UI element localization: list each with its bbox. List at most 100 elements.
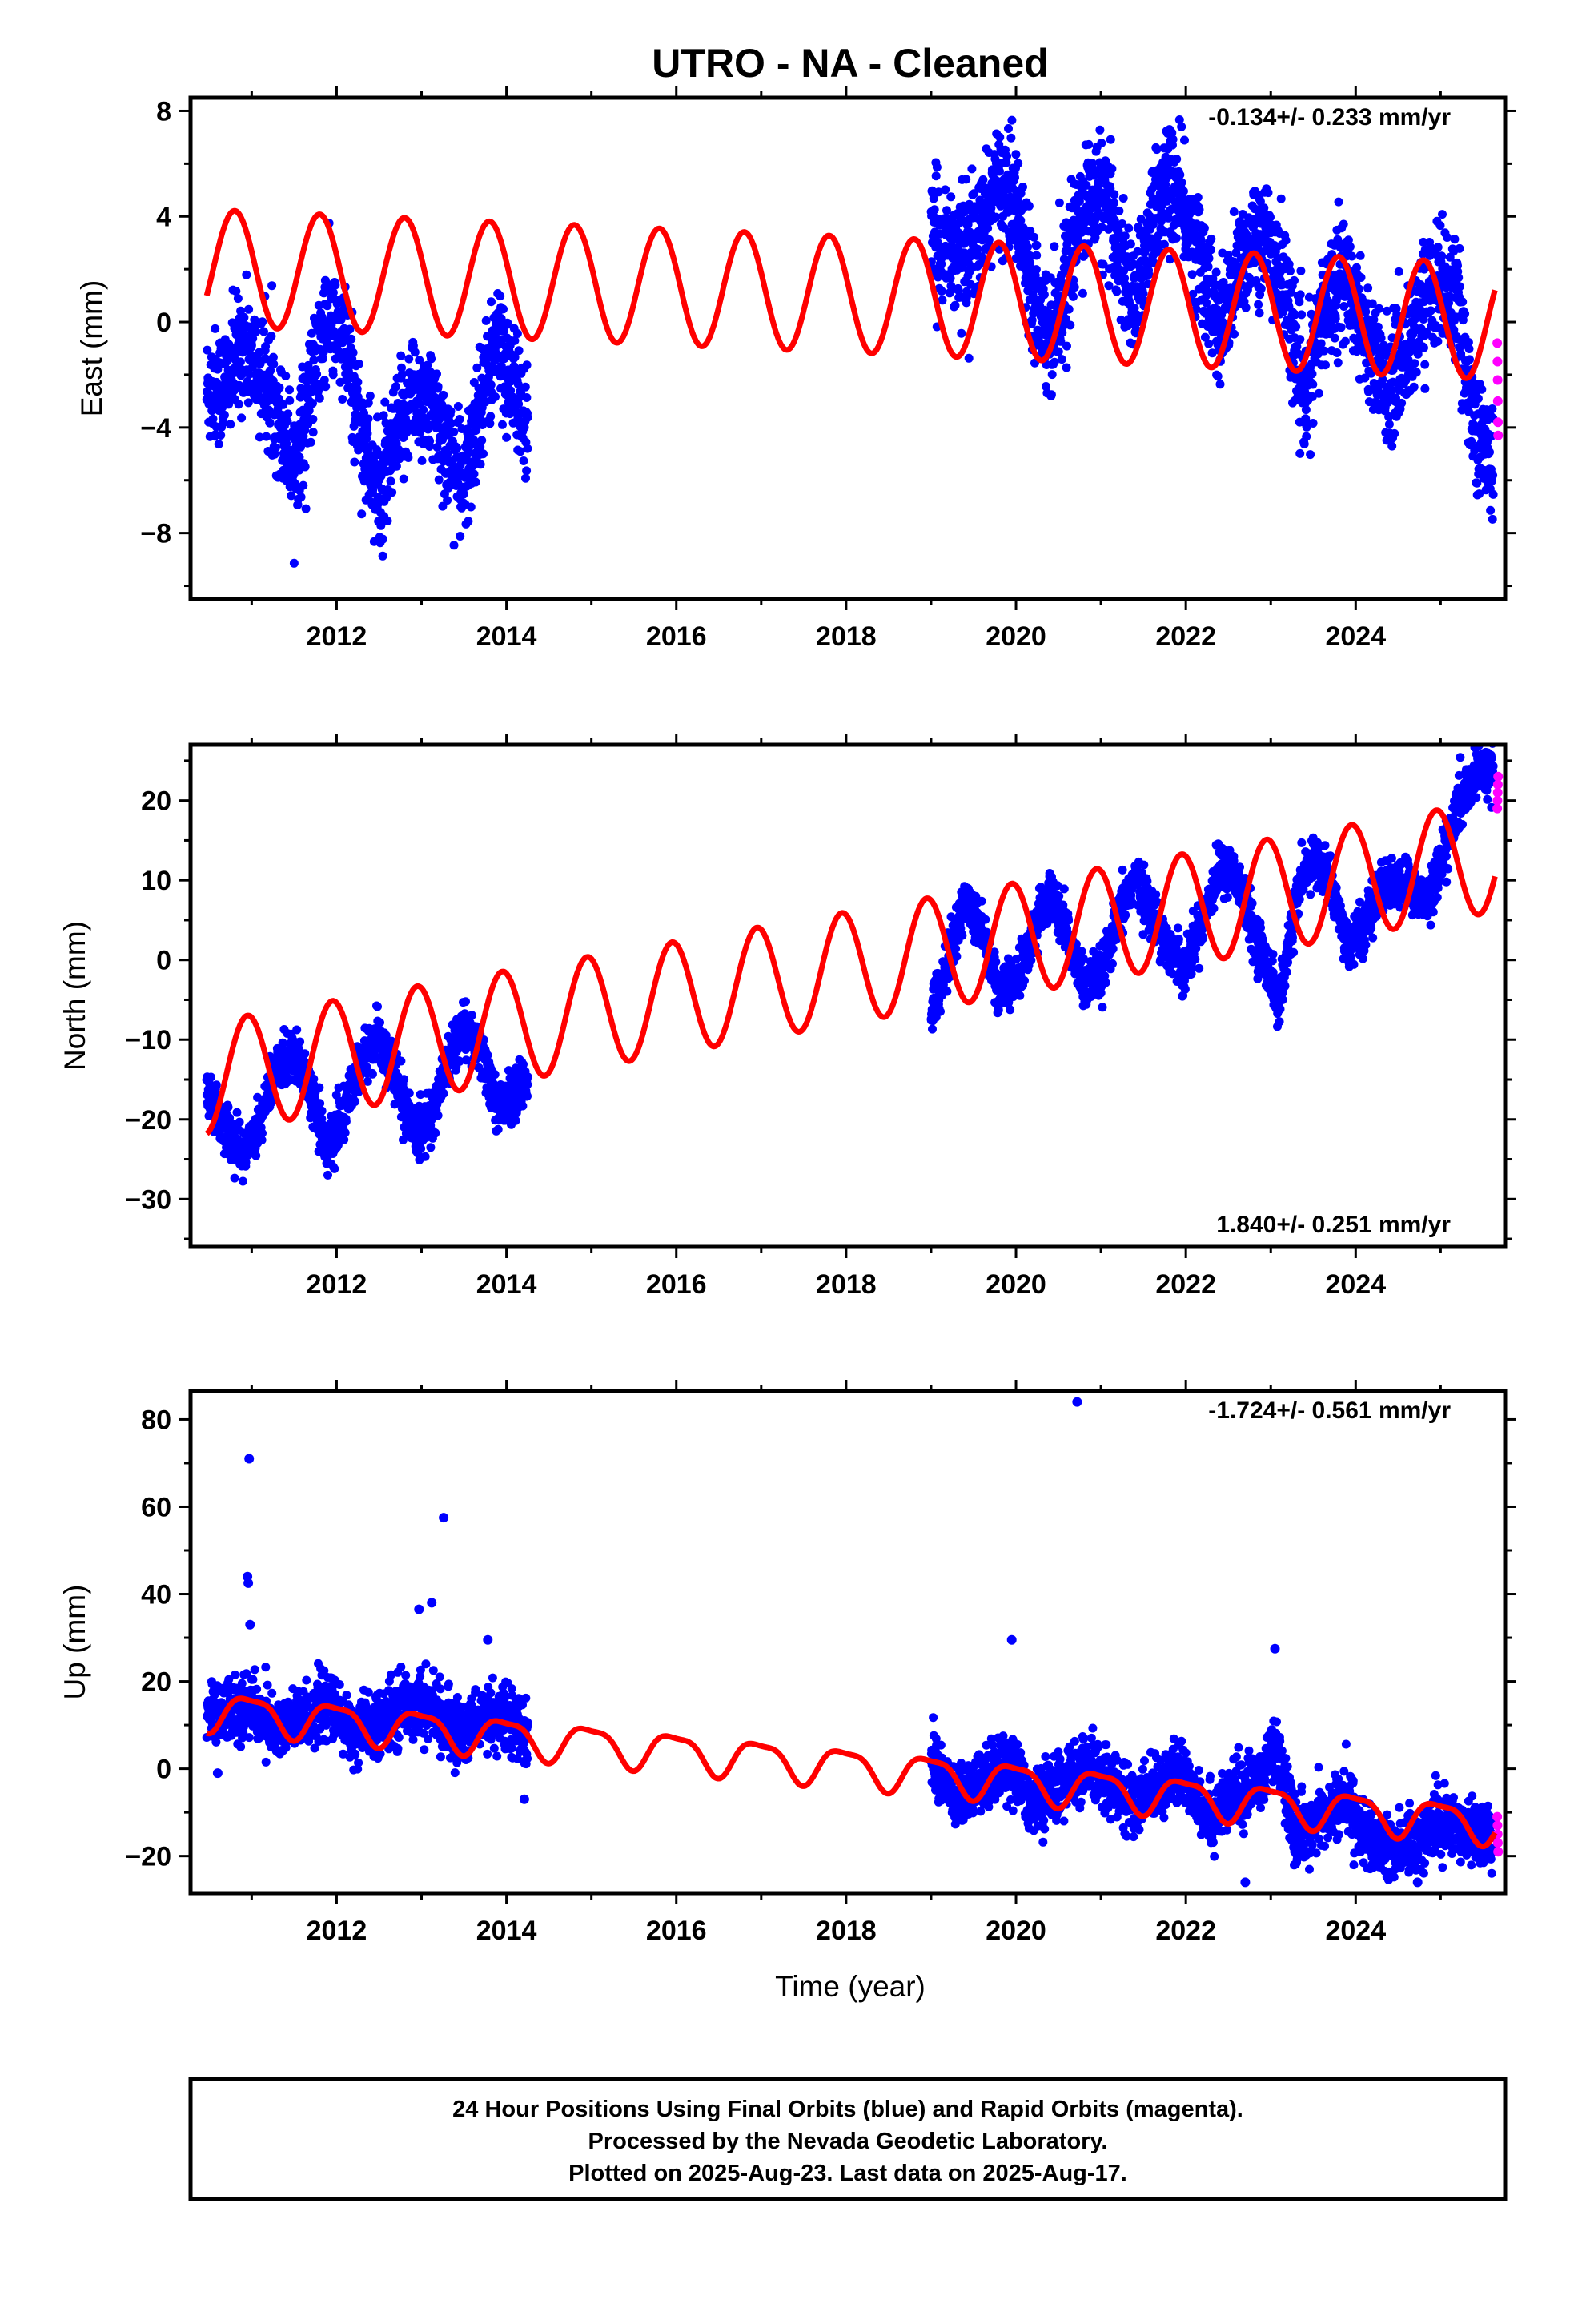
final-point [1187, 270, 1197, 279]
final-point [397, 370, 407, 379]
final-point [991, 212, 1001, 222]
final-point [995, 167, 1004, 176]
final-point [219, 410, 229, 420]
final-point [1119, 266, 1129, 275]
final-point [363, 428, 372, 438]
final-point [1330, 333, 1339, 343]
final-point [1011, 150, 1021, 159]
final-point [350, 457, 359, 467]
final-point [207, 1072, 215, 1082]
final-point [1172, 155, 1182, 164]
final-point [345, 324, 355, 334]
final-point [241, 1158, 251, 1167]
final-point [373, 1002, 382, 1011]
final-point [238, 1176, 247, 1186]
final-point [300, 1049, 310, 1059]
final-point [502, 432, 512, 442]
final-point [1097, 139, 1106, 148]
final-point [253, 1092, 263, 1102]
final-point [1306, 450, 1315, 460]
final-point [247, 340, 256, 350]
final-point [932, 163, 942, 172]
final-point [1422, 328, 1431, 337]
final-point [443, 448, 452, 458]
final-point [257, 1136, 267, 1144]
x-tick-label: 2012 [307, 621, 367, 652]
final-point [1255, 308, 1264, 318]
final-point [282, 439, 291, 448]
final-point [498, 420, 507, 429]
final-point [1030, 232, 1039, 242]
final-point [351, 1097, 360, 1106]
final-point [499, 327, 508, 336]
final-point [244, 304, 254, 314]
final-point [1295, 290, 1305, 300]
final-point [1409, 382, 1419, 392]
final-point [1437, 251, 1447, 261]
final-point [268, 352, 278, 362]
final-point [1387, 441, 1397, 451]
final-point [936, 1007, 945, 1016]
east-y-axis-label: East (mm) [75, 280, 108, 417]
rapid-point [1493, 417, 1503, 428]
final-point [1410, 359, 1419, 368]
final-point [1097, 223, 1106, 232]
final-point [1016, 215, 1026, 225]
final-point [1171, 233, 1181, 243]
final-point [1213, 372, 1223, 381]
final-point [258, 1128, 267, 1138]
final-point [318, 354, 327, 364]
final-point [420, 1152, 430, 1161]
final-point [379, 411, 388, 420]
final-point [514, 346, 524, 356]
final-point [208, 414, 218, 424]
final-point [243, 398, 253, 408]
final-point [269, 360, 279, 369]
final-point [1014, 159, 1023, 168]
final-point [1200, 332, 1210, 342]
final-point [1321, 360, 1330, 370]
rapid-point [1492, 338, 1503, 348]
final-point [1082, 180, 1091, 190]
final-point [352, 384, 362, 394]
final-point [242, 270, 251, 279]
final-point [1384, 420, 1394, 429]
final-point [308, 415, 318, 424]
final-point [1193, 193, 1203, 202]
final-point [1475, 489, 1484, 499]
final-point [1363, 283, 1373, 293]
final-point [499, 304, 508, 314]
final-point [1090, 233, 1100, 243]
final-point [1378, 375, 1387, 384]
final-point [1488, 489, 1498, 499]
final-point [1334, 197, 1343, 207]
final-point [233, 294, 243, 304]
final-point [262, 432, 271, 441]
final-point [477, 436, 487, 445]
final-point [1006, 133, 1016, 143]
final-point [469, 469, 479, 479]
final-point [363, 414, 373, 424]
final-point [1124, 223, 1134, 233]
final-point [1390, 428, 1399, 438]
rapid-point [1493, 430, 1504, 440]
y-tick-label: −4 [140, 413, 171, 444]
final-point [1332, 293, 1342, 303]
final-point [1064, 304, 1074, 314]
final-point [1411, 368, 1421, 377]
final-point [426, 1143, 436, 1152]
final-point [419, 405, 428, 415]
final-point [466, 502, 476, 512]
final-point [1074, 196, 1084, 206]
final-point [1002, 158, 1011, 167]
final-point [1047, 370, 1057, 380]
final-point [513, 380, 523, 389]
final-point [1331, 314, 1340, 324]
final-point [219, 418, 228, 428]
final-point [1263, 188, 1273, 198]
final-point [315, 1083, 324, 1092]
final-point [1133, 317, 1142, 327]
final-point [211, 324, 220, 333]
final-point [1449, 325, 1459, 335]
final-point [1276, 194, 1286, 203]
